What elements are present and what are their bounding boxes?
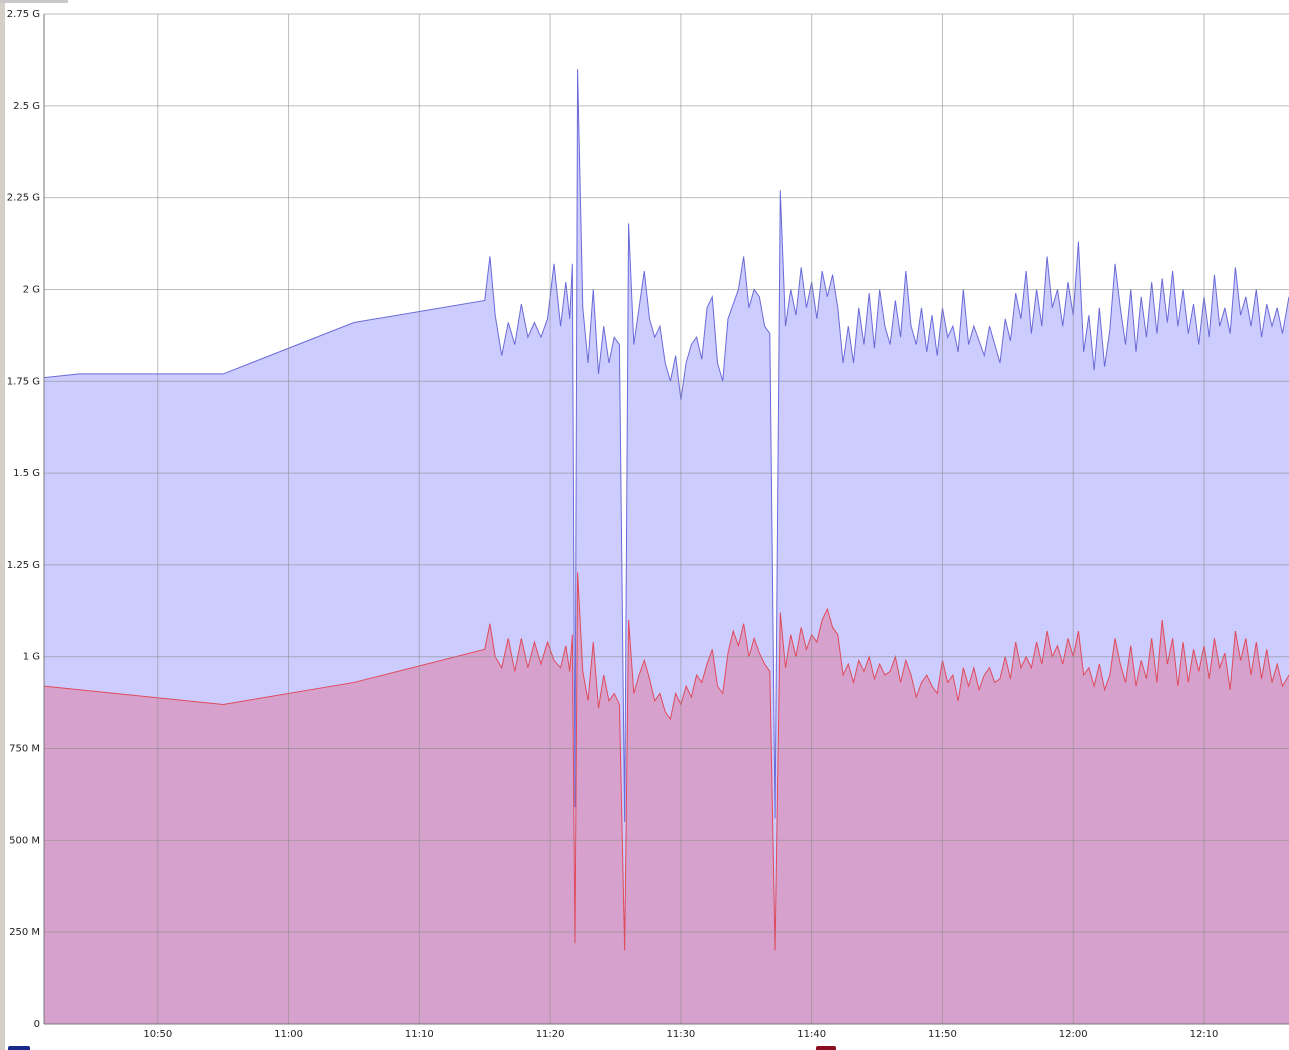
legend-swatch [8,1046,30,1050]
y-tick-label: 2.75 G [7,9,40,20]
area-line [43,572,1289,951]
x-tick-label: 10:50 [143,1029,172,1040]
y-tick-label: 2 G [23,284,40,295]
legend-swatch [816,1046,836,1050]
x-tick-label: 12:10 [1190,1029,1219,1040]
x-tick-label: 11:20 [536,1029,565,1040]
y-tick-label: 0 [34,1019,40,1030]
y-tick-label: 750 M [9,744,40,755]
x-tick-label: 11:50 [928,1029,957,1040]
y-tick-label: 1.25 G [7,560,40,571]
y-tick-label: 500 M [9,835,40,846]
x-tick-label: 11:00 [274,1029,303,1040]
x-tick-label: 11:10 [405,1029,434,1040]
window-border [0,0,5,1050]
y-tick-label: 2.5 G [13,101,40,112]
y-tick-label: 1.75 G [7,376,40,387]
x-tick-label: 12:00 [1059,1029,1088,1040]
area-line [43,69,1289,823]
x-tick-label: 11:30 [666,1029,695,1040]
y-tick-label: 2.25 G [7,193,40,204]
x-tick-label: 11:40 [797,1029,826,1040]
y-tick-label: 1 G [23,652,40,663]
tab-strip [0,0,68,3]
y-tick-label: 1.5 G [13,468,40,479]
y-tick-label: 250 M [9,927,40,938]
